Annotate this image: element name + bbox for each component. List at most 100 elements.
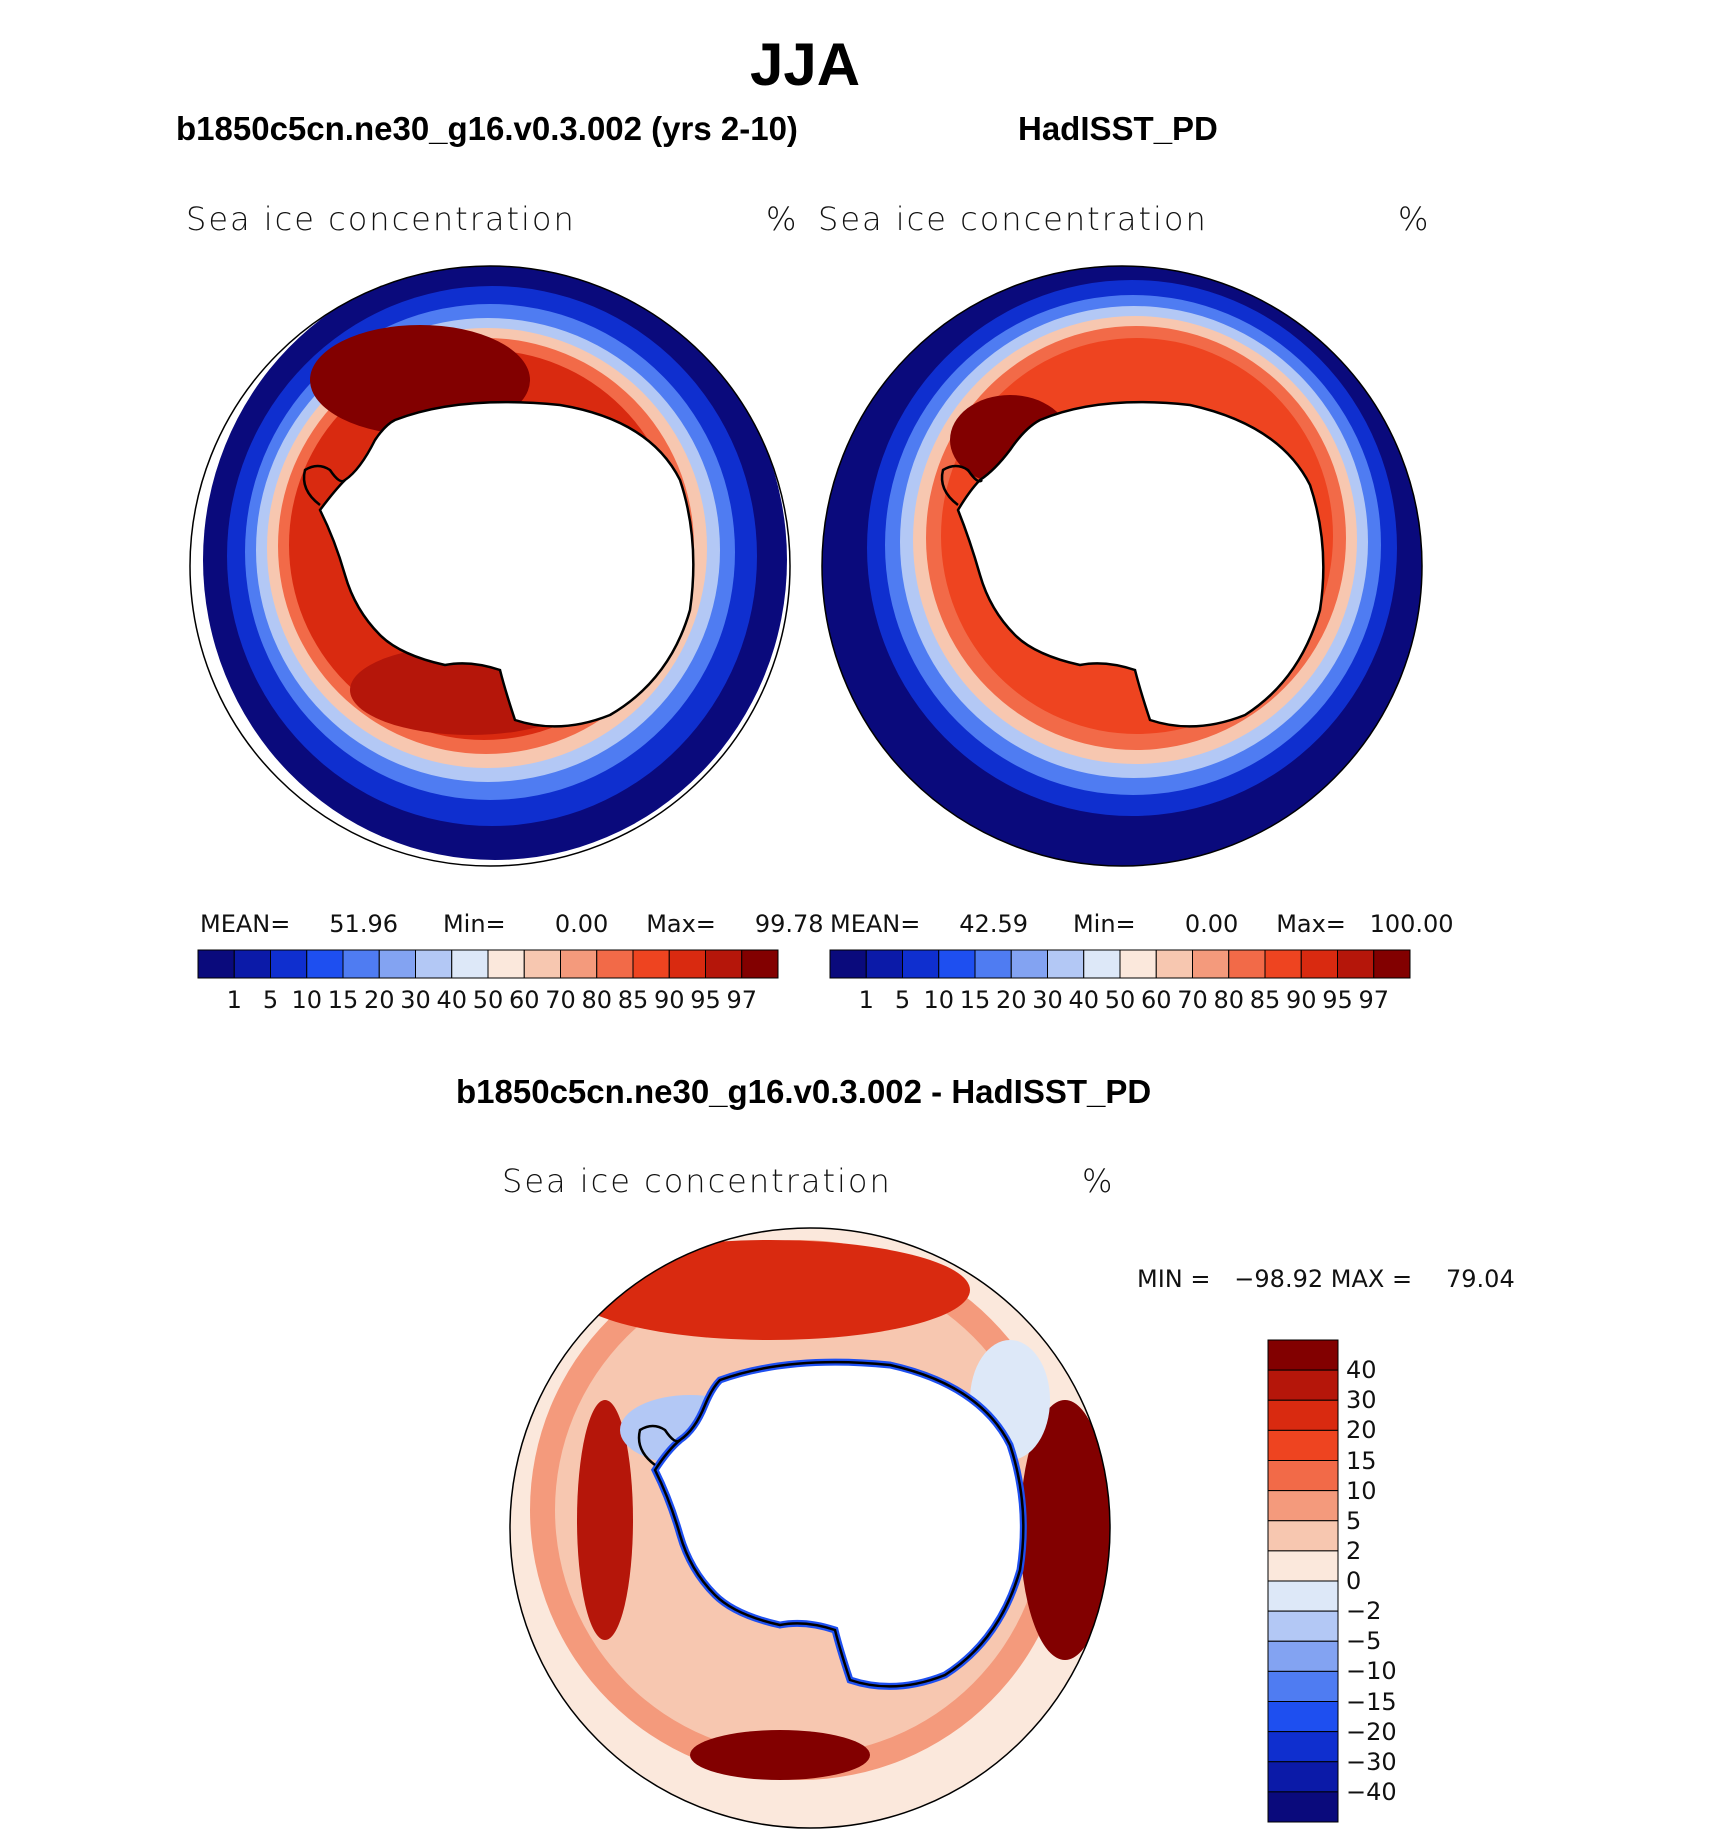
panel2-colorbar-swatch <box>1373 949 1411 979</box>
panel1-colorbar-tick-label: 30 <box>400 986 431 1014</box>
panel1-peninsula <box>302 464 346 506</box>
panel1-colorbar-swatch <box>523 949 561 979</box>
panel2-peninsula <box>940 464 983 506</box>
panel2-variable-label: Sea ice concentration <box>818 200 1208 238</box>
difference-colorbar-swatch <box>1267 1369 1339 1401</box>
panel2-colorbar-tick-label: 80 <box>1213 986 1245 1014</box>
panel2-colorbar-swatch <box>865 949 903 979</box>
panel2-polar-map <box>822 266 1422 866</box>
figure-title: JJA <box>749 31 861 98</box>
panel1-polar-map <box>190 266 790 866</box>
panel1-colorbar-swatch <box>632 949 670 979</box>
panel1-colorbar-tick-label: 40 <box>436 986 468 1014</box>
panel2-colorbar-tick-label: 85 <box>1249 986 1281 1014</box>
difference-variable-label: Sea ice concentration <box>502 1162 892 1200</box>
difference-colorbar-swatch <box>1267 1731 1339 1763</box>
panel2-colorbar-swatch <box>1155 949 1193 979</box>
difference-colorbar-swatch <box>1267 1791 1339 1823</box>
panel2-mean-value: 42.59 <box>959 910 1028 938</box>
difference-units-label: % <box>1082 1162 1115 1200</box>
panel1-colorbar-swatch <box>668 949 706 979</box>
panel1-colorbar <box>197 949 779 979</box>
panel1-min-label: Min= <box>442 910 506 938</box>
diff-peninsula <box>637 1424 681 1466</box>
panel2-colorbar <box>829 949 1411 979</box>
panel2-colorbar-swatch <box>1337 949 1375 979</box>
panel2-antarctica <box>956 400 1325 728</box>
panel2-colorbar-tick-label: 15 <box>959 986 991 1014</box>
panel2-max-label: Max= <box>1276 910 1346 938</box>
difference-colorbar-tick-label: 15 <box>1346 1446 1377 1475</box>
difference-colorbar-tick-label: 10 <box>1346 1476 1377 1505</box>
panel2-mean-label: MEAN= <box>830 910 921 938</box>
panel2-colorbar-tick-label: 30 <box>1032 986 1063 1014</box>
difference-colorbar-tick-label: −10 <box>1346 1657 1397 1686</box>
difference-colorbar-tick-label: −2 <box>1346 1597 1382 1626</box>
panel1-colorbar-tick-label: 95 <box>690 986 721 1014</box>
panel1-colorbar-swatch <box>378 949 416 979</box>
difference-colorbar-swatch <box>1267 1640 1339 1672</box>
panel1-colorbar-swatch <box>741 949 779 979</box>
panel1-variable-label: Sea ice concentration <box>186 200 576 238</box>
difference-colorbar-swatch <box>1267 1701 1339 1733</box>
panel2-colorbar-tick-label: 70 <box>1177 986 1208 1014</box>
difference-colorbar-swatch <box>1267 1399 1339 1431</box>
panel2-colorbar-swatch <box>1300 949 1338 979</box>
difference-polar-map <box>510 1228 1110 1828</box>
panel1-colorbar-swatch <box>596 949 634 979</box>
difference-title: b1850c5cn.ne30_g16.v0.3.002 - HadISST_PD <box>456 1073 1152 1110</box>
panel1-colorbar-tick-label: 90 <box>653 986 685 1014</box>
panel1-mean-label: MEAN= <box>200 910 291 938</box>
panel1-colorbar-swatch <box>415 949 453 979</box>
difference-colorbar-swatch <box>1267 1520 1339 1552</box>
panel1-colorbar-tick-label: 70 <box>545 986 576 1014</box>
panel2-colorbar-swatch <box>1264 949 1302 979</box>
panel1-colorbar-tick-label: 60 <box>508 986 540 1014</box>
panel2-colorbar-swatch <box>829 949 867 979</box>
panel1-colorbar-tick-label: 20 <box>363 986 395 1014</box>
panel1-max-value: 99.78 <box>754 910 824 938</box>
panel2-colorbar-tick-label: 20 <box>995 986 1027 1014</box>
panel1-colorbar-swatch <box>560 949 598 979</box>
difference-map-border <box>509 1227 1111 1829</box>
panel1-colorbar-swatch <box>233 949 271 979</box>
panel2-colorbar-swatch <box>938 949 976 979</box>
panel2-units-label: % <box>1398 200 1431 238</box>
panel2-colorbar-swatch <box>1047 949 1085 979</box>
difference-colorbar-swatch <box>1267 1761 1339 1793</box>
panel1-min-value: 0.00 <box>554 910 609 938</box>
difference-colorbar-swatch <box>1267 1460 1339 1492</box>
panel1-antarctica <box>318 400 695 728</box>
panel2-colorbar-tick-label: 40 <box>1068 986 1100 1014</box>
difference-colorbar-swatch <box>1267 1550 1339 1582</box>
panel1-max-label: Max= <box>646 910 716 938</box>
difference-colorbar-tick-label: −40 <box>1346 1777 1397 1806</box>
panel2-case-title: HadISST_PD <box>1018 110 1218 147</box>
panel1-colorbar-swatch <box>705 949 743 979</box>
panel2-max-value: 100.00 <box>1369 910 1454 938</box>
difference-colorbar-swatch <box>1267 1610 1339 1642</box>
panel1-colorbar-tick-label: 10 <box>291 986 323 1014</box>
difference-colorbar-tick-label: −30 <box>1346 1747 1397 1776</box>
panel2-colorbar-tick-label: 97 <box>1358 986 1390 1014</box>
difference-colorbar-tick-label: 20 <box>1346 1416 1377 1445</box>
panel2-colorbar-swatch <box>1192 949 1230 979</box>
panel1-colorbar-tick-label: 1 <box>226 986 242 1014</box>
panel2-min-label: Min= <box>1072 910 1136 938</box>
diff-coastline <box>653 1360 1025 1688</box>
panel1-case-title: b1850c5cn.ne30_g16.v0.3.002 (yrs 2-10) <box>176 110 798 147</box>
panel1-stats: MEAN= 51.96 Min= 0.00 Max= 99.78 <box>200 910 824 938</box>
panel1-colorbar-swatch <box>451 949 489 979</box>
diff-band-30-left <box>577 1400 633 1640</box>
difference-colorbar-tick-label: 40 <box>1346 1356 1377 1385</box>
panel2-colorbar-swatch <box>1119 949 1157 979</box>
panel2-colorbar-tick-label: 5 <box>894 986 911 1014</box>
panel2-colorbar-swatch <box>1010 949 1048 979</box>
difference-colorbar <box>1267 1339 1339 1823</box>
panel1-colorbar-tick-label: 5 <box>262 986 279 1014</box>
difference-colorbar-swatch <box>1267 1490 1339 1522</box>
difference-colorbar-tick-label: 2 <box>1346 1536 1362 1565</box>
panel2-colorbar-swatch <box>1228 949 1266 979</box>
panel1-colorbar-tick-label: 80 <box>581 986 613 1014</box>
